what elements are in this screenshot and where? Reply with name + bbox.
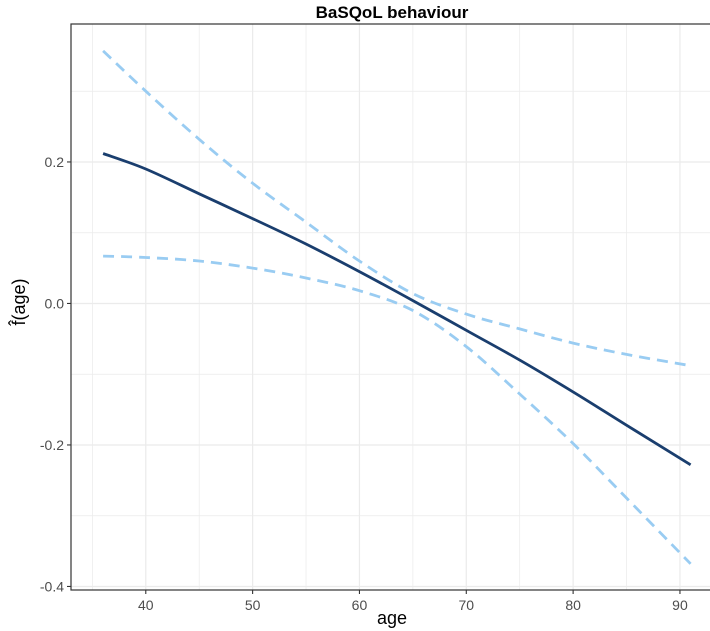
series-line-estimate bbox=[102, 152, 692, 466]
panel-border bbox=[70, 23, 710, 591]
x-tick-label: 50 bbox=[245, 597, 261, 613]
y-axis-label: f̂(age) bbox=[8, 278, 29, 326]
y-tick-label: -0.2 bbox=[40, 437, 64, 453]
x-axis-ticks: 40 50 60 70 80 90 bbox=[138, 590, 688, 613]
y-tick-label: 0.2 bbox=[45, 154, 65, 170]
series-line-lower bbox=[103, 254, 692, 565]
y-tick-label: 0.0 bbox=[45, 295, 65, 311]
chart-title: BaSQoL behaviour bbox=[316, 3, 469, 22]
x-tick-label: 40 bbox=[138, 597, 154, 613]
x-tick-label: 70 bbox=[458, 597, 474, 613]
y-tick-label: -0.4 bbox=[40, 578, 64, 594]
x-axis-label: age bbox=[377, 608, 407, 628]
x-tick-label: 80 bbox=[565, 597, 581, 613]
y-axis-ticks: -0.4 -0.2 0.0 0.2 bbox=[40, 154, 71, 594]
series-layer bbox=[102, 49, 692, 565]
grid-major bbox=[71, 24, 710, 590]
x-tick-label: 60 bbox=[352, 597, 368, 613]
x-tick-label: 90 bbox=[672, 597, 688, 613]
series-line-upper bbox=[102, 49, 691, 368]
grid-minor bbox=[71, 24, 710, 590]
